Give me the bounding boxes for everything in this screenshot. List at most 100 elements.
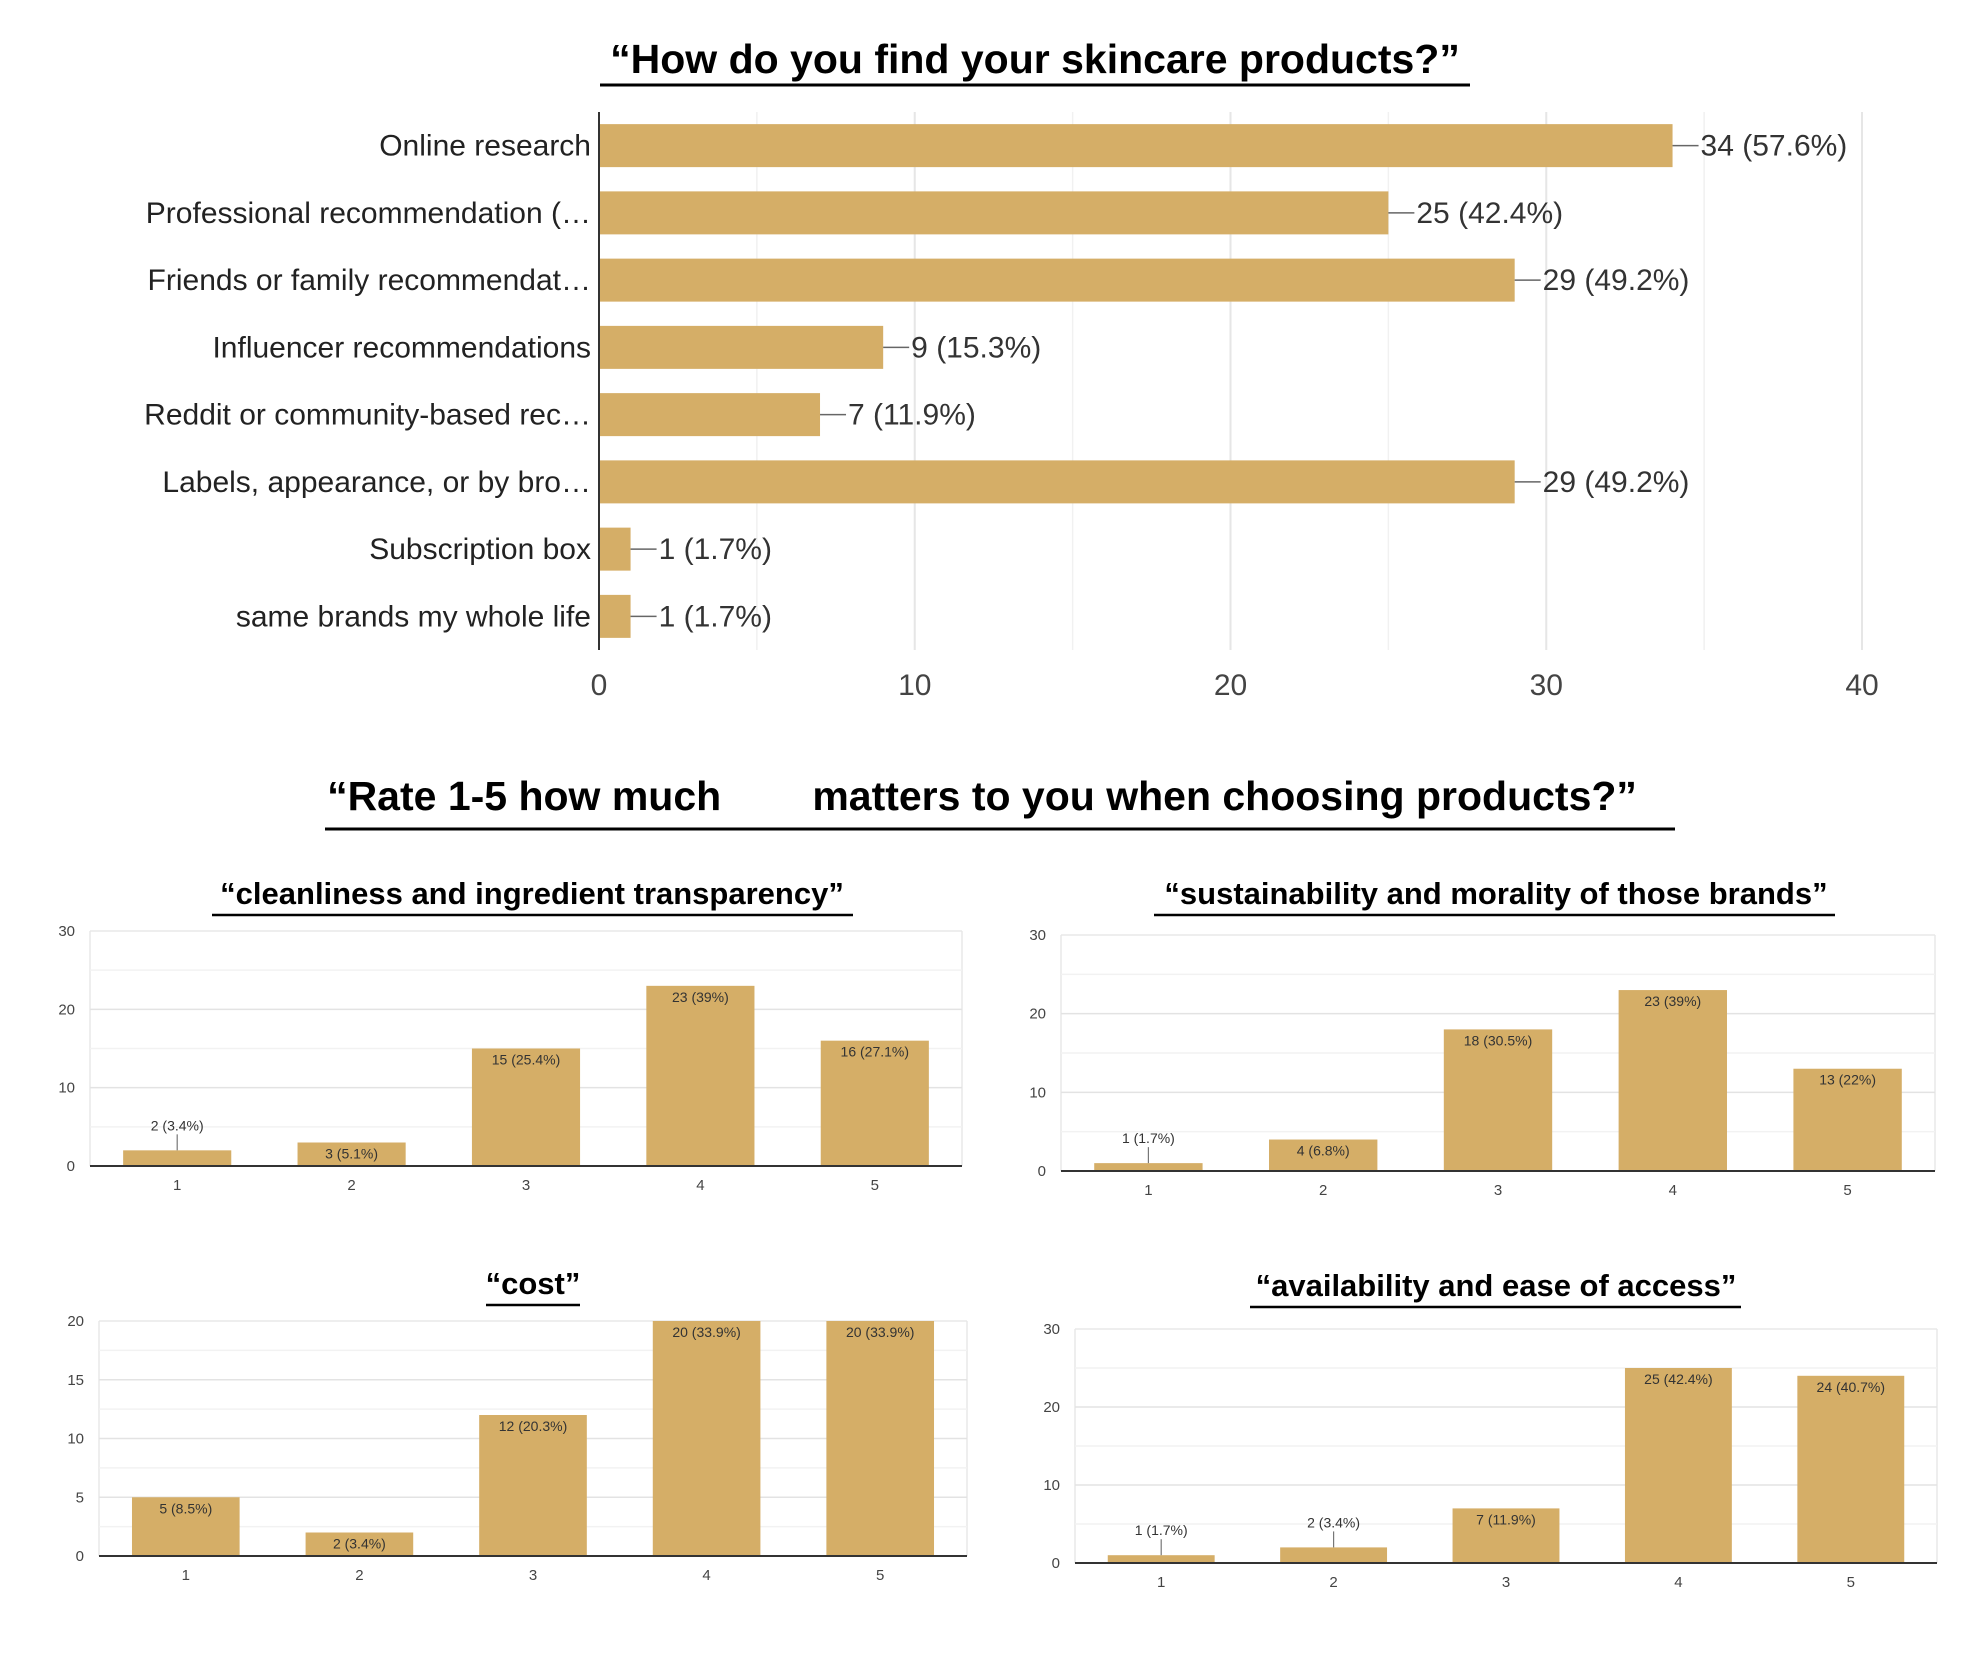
data-label: 1 (1.7%) <box>659 533 772 566</box>
data-label: 20 (33.9%) <box>846 1324 914 1340</box>
y-tick-label: 20 <box>1043 1399 1060 1416</box>
x-tick-label: 1 <box>1144 1182 1152 1199</box>
bar <box>1269 1139 1378 1171</box>
data-label: 23 (39%) <box>672 989 729 1005</box>
data-label: 29 (49.2%) <box>1543 466 1690 499</box>
x-tick-label: 20 <box>1214 669 1247 702</box>
category-label: Influencer recommendations <box>212 331 591 364</box>
bar <box>652 1321 761 1556</box>
y-tick-label: 5 <box>76 1489 84 1506</box>
y-tick-label: 0 <box>1038 1163 1046 1180</box>
x-tick-label: 3 <box>529 1567 537 1584</box>
bar <box>297 1142 406 1166</box>
data-label: 34 (57.6%) <box>1701 130 1848 163</box>
data-label: 2 (3.4%) <box>1307 1514 1360 1530</box>
x-tick-label: 0 <box>591 669 608 702</box>
bar <box>471 1048 581 1166</box>
data-label: 25 (42.4%) <box>1416 197 1563 230</box>
y-tick-label: 10 <box>67 1431 84 1448</box>
bar <box>600 460 1515 504</box>
bar <box>600 594 631 638</box>
bar <box>826 1321 935 1556</box>
data-label: 2 (3.4%) <box>333 1536 386 1552</box>
y-tick-label: 0 <box>67 1158 75 1175</box>
bar <box>1107 1555 1215 1563</box>
category-label: Reddit or community-based rec… <box>144 399 591 432</box>
y-tick-label: 10 <box>58 1080 75 1097</box>
category-label: Friends or family recommendat… <box>148 264 591 297</box>
data-label: 3 (5.1%) <box>325 1146 378 1162</box>
chart-sustainability: “sustainability and morality of those br… <box>1029 876 1936 1199</box>
x-tick-label: 2 <box>355 1567 363 1584</box>
bar <box>1280 1547 1388 1563</box>
x-tick-label: 40 <box>1845 669 1878 702</box>
bar <box>600 191 1389 235</box>
y-tick-label: 10 <box>1043 1477 1060 1494</box>
x-tick-label: 30 <box>1530 669 1563 702</box>
bar <box>1797 1375 1905 1563</box>
section-title-group: “Rate 1-5 how much matters to you when c… <box>325 773 1675 831</box>
bar <box>646 985 755 1166</box>
bar <box>123 1150 232 1166</box>
bar <box>600 393 821 437</box>
x-tick-label: 4 <box>702 1567 710 1584</box>
x-tick-label: 3 <box>1502 1574 1510 1591</box>
data-label: 7 (11.9%) <box>848 399 976 432</box>
y-tick-label: 10 <box>1029 1084 1046 1101</box>
category-label: same brands my whole life <box>236 600 591 633</box>
x-tick-label: 3 <box>522 1177 530 1194</box>
data-label: 13 (22%) <box>1819 1072 1876 1088</box>
data-label: 1 (1.7%) <box>1122 1130 1175 1146</box>
data-label: 23 (39%) <box>1644 993 1701 1009</box>
x-tick-label: 5 <box>1843 1182 1851 1199</box>
x-tick-label: 3 <box>1494 1182 1502 1199</box>
data-label: 24 (40.7%) <box>1817 1379 1885 1395</box>
category-label: Labels, appearance, or by bro… <box>162 466 591 499</box>
bar <box>1618 990 1727 1171</box>
data-label: 18 (30.5%) <box>1464 1032 1532 1048</box>
section-title: “Rate 1-5 how much matters to you when c… <box>327 773 1637 819</box>
bar <box>1624 1368 1732 1563</box>
chart-title: “How do you find your skincare products?… <box>610 36 1460 82</box>
x-tick-label: 1 <box>182 1567 190 1584</box>
bar <box>1452 1508 1560 1563</box>
data-label: 20 (33.9%) <box>672 1324 740 1340</box>
chart-title: “availability and ease of access” <box>1256 1268 1737 1303</box>
bar <box>1094 1163 1203 1171</box>
bar <box>600 527 631 571</box>
chart-title: “sustainability and morality of those br… <box>1164 876 1827 911</box>
data-label: 4 (6.8%) <box>1297 1143 1350 1159</box>
data-label: 12 (20.3%) <box>499 1418 567 1434</box>
chart-title: “cleanliness and ingredient transparency… <box>220 876 844 911</box>
category-label: Professional recommendation (… <box>146 197 591 230</box>
bar <box>820 1040 929 1166</box>
x-tick-label: 4 <box>1669 1182 1677 1199</box>
data-label: 1 (1.7%) <box>659 600 772 633</box>
y-tick-label: 20 <box>58 1001 75 1018</box>
chart-cleanliness: “cleanliness and ingredient transparency… <box>58 876 963 1194</box>
bar <box>1793 1068 1902 1171</box>
data-label: 7 (11.9%) <box>1476 1511 1536 1527</box>
data-label: 16 (27.1%) <box>841 1044 909 1060</box>
y-tick-label: 0 <box>76 1548 84 1565</box>
bar <box>131 1497 240 1556</box>
data-label: 25 (42.4%) <box>1644 1371 1712 1387</box>
x-tick-label: 4 <box>1674 1574 1682 1591</box>
data-label: 1 (1.7%) <box>1135 1522 1188 1538</box>
x-tick-label: 10 <box>898 669 931 702</box>
x-tick-label: 1 <box>1157 1574 1165 1591</box>
chart-title: “cost” <box>486 1266 581 1301</box>
x-tick-label: 2 <box>347 1177 355 1194</box>
main-chart: “How do you find your skincare products?… <box>144 36 1879 702</box>
data-label: 5 (8.5%) <box>159 1500 212 1516</box>
bar <box>600 258 1515 302</box>
category-label: Subscription box <box>369 533 591 566</box>
y-tick-label: 15 <box>67 1372 84 1389</box>
x-tick-label: 2 <box>1319 1182 1327 1199</box>
y-tick-label: 0 <box>1052 1555 1060 1572</box>
y-tick-label: 20 <box>1029 1006 1046 1023</box>
bar <box>479 1415 587 1556</box>
y-tick-label: 20 <box>67 1313 84 1330</box>
y-tick-label: 30 <box>1043 1321 1060 1338</box>
